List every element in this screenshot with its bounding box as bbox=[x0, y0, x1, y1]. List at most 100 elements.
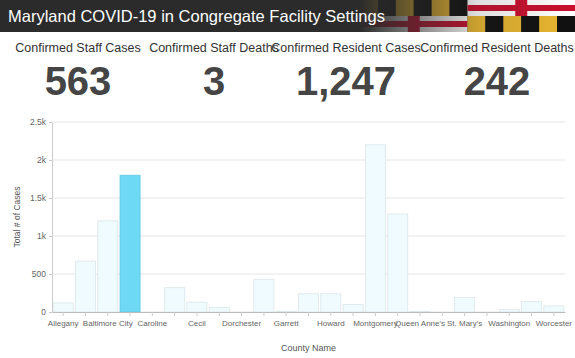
y-tick-label: 500 bbox=[32, 269, 46, 279]
bar[interactable] bbox=[75, 261, 95, 312]
x-tick: Dorchester bbox=[222, 312, 261, 328]
x-tick bbox=[174, 312, 175, 316]
x-tick: Montgomery bbox=[353, 312, 397, 328]
y-tick-label: 2k bbox=[37, 155, 47, 165]
x-tick-mark bbox=[174, 312, 175, 316]
x-tick-label: Baltimore City bbox=[83, 319, 133, 328]
bar[interactable] bbox=[365, 145, 385, 312]
grid-line bbox=[52, 160, 565, 161]
x-tick: Worcester bbox=[536, 312, 573, 328]
x-tick-mark bbox=[486, 312, 487, 316]
x-tick-mark bbox=[375, 312, 376, 316]
stat: Confirmed Resident Cases 1,247 bbox=[271, 41, 420, 103]
bar[interactable] bbox=[209, 307, 229, 312]
y-tick-mark bbox=[49, 312, 52, 313]
stat-value: 563 bbox=[45, 59, 112, 103]
bar[interactable] bbox=[477, 312, 497, 313]
bar[interactable] bbox=[432, 312, 452, 313]
x-tick-mark bbox=[397, 312, 398, 316]
bar[interactable] bbox=[455, 298, 475, 312]
bar[interactable] bbox=[388, 214, 408, 312]
y-tick: 2k bbox=[37, 155, 52, 165]
y-tick: 2.5k bbox=[30, 117, 52, 127]
x-tick-mark bbox=[152, 312, 153, 316]
bar[interactable] bbox=[343, 304, 363, 312]
stat-title: Confirmed Staff Cases bbox=[15, 41, 141, 55]
chart: 0 500 1k 1.5k 2k 2.5k Allegany Baltimore City Ca… bbox=[12, 117, 572, 353]
y-tick: 1.5k bbox=[30, 193, 52, 203]
y-tick-mark bbox=[49, 198, 52, 199]
x-tick-mark bbox=[509, 312, 510, 316]
x-tick: Cecil bbox=[188, 312, 206, 328]
x-tick bbox=[486, 312, 487, 316]
bar[interactable] bbox=[254, 279, 274, 312]
bar[interactable] bbox=[276, 311, 296, 312]
x-tick-label: St. Mary's bbox=[447, 319, 482, 328]
x-tick bbox=[397, 312, 398, 316]
x-tick-mark bbox=[196, 312, 197, 316]
bar[interactable] bbox=[499, 310, 519, 312]
y-tick-label: 1k bbox=[37, 231, 47, 241]
bar[interactable] bbox=[98, 221, 118, 312]
y-tick: 1k bbox=[37, 231, 52, 241]
x-tick-label: Dorchester bbox=[222, 319, 261, 328]
y-tick-label: 0 bbox=[41, 307, 46, 317]
x-tick-mark bbox=[464, 312, 465, 316]
x-tick bbox=[353, 312, 354, 316]
y-tick-mark bbox=[49, 160, 52, 161]
bar[interactable] bbox=[232, 312, 252, 313]
stat-title: Confirmed Resident Cases bbox=[271, 41, 420, 55]
bar[interactable] bbox=[187, 302, 207, 312]
bar[interactable] bbox=[410, 311, 430, 312]
x-tick: Washington bbox=[488, 312, 530, 328]
stat-title: Confirmed Staff Deaths bbox=[149, 41, 279, 55]
stat-title: Confirmed Resident Deaths bbox=[420, 41, 574, 55]
grid-line bbox=[52, 122, 565, 123]
bar[interactable] bbox=[522, 301, 542, 312]
x-tick bbox=[531, 312, 532, 316]
x-tick-label: Cecil bbox=[188, 319, 206, 328]
flag-fade bbox=[360, 0, 575, 32]
bar[interactable] bbox=[120, 175, 140, 312]
header: Maryland COVID-19 in Congregate Facility… bbox=[0, 0, 575, 32]
x-tick-mark bbox=[107, 312, 108, 316]
stat: Confirmed Staff Deaths3 bbox=[149, 41, 279, 103]
x-axis-title: County Name bbox=[281, 343, 336, 353]
x-tick-label: Allegany bbox=[48, 319, 79, 328]
grid bbox=[52, 122, 565, 312]
x-tick: Caroline bbox=[137, 312, 167, 328]
y-axis-line bbox=[52, 123, 53, 313]
y-tick: 0 bbox=[41, 307, 52, 317]
y-axis-title: Total # of Cases bbox=[12, 187, 22, 248]
x-tick-mark bbox=[130, 312, 131, 316]
bar[interactable] bbox=[142, 312, 162, 313]
bar[interactable] bbox=[165, 288, 185, 312]
x-tick-label: Washington bbox=[488, 319, 530, 328]
x-tick-label: Montgomery bbox=[353, 319, 397, 328]
bar[interactable] bbox=[544, 306, 564, 312]
y-tick-label: 2.5k bbox=[30, 117, 47, 127]
y-tick-label: 1.5k bbox=[30, 193, 47, 203]
x-tick-mark bbox=[85, 312, 86, 316]
stat: Confirmed Resident Deaths242 bbox=[420, 41, 574, 103]
x-tick-mark bbox=[442, 312, 443, 316]
x-tick-label: Garrett bbox=[274, 319, 300, 328]
y-tick-mark bbox=[49, 236, 52, 237]
x-tick-mark bbox=[553, 312, 554, 316]
bars bbox=[53, 145, 564, 312]
stat-value: 1,247 bbox=[296, 59, 396, 103]
header-background bbox=[0, 0, 575, 32]
bar[interactable] bbox=[321, 294, 341, 312]
x-tick-mark bbox=[420, 312, 421, 316]
x-tick-mark bbox=[241, 312, 242, 316]
bar[interactable] bbox=[298, 294, 318, 312]
x-tick-mark bbox=[330, 312, 331, 316]
x-tick bbox=[130, 312, 131, 316]
x-tick bbox=[442, 312, 443, 316]
y-tick-mark bbox=[49, 274, 52, 275]
x-tick-label: Caroline bbox=[137, 319, 167, 328]
x-tick: Baltimore City bbox=[83, 312, 133, 328]
header-title: Maryland COVID-19 in Congregate Facility… bbox=[8, 7, 385, 25]
bar[interactable] bbox=[53, 303, 73, 312]
stat: Confirmed Staff Cases 563 bbox=[15, 41, 141, 103]
